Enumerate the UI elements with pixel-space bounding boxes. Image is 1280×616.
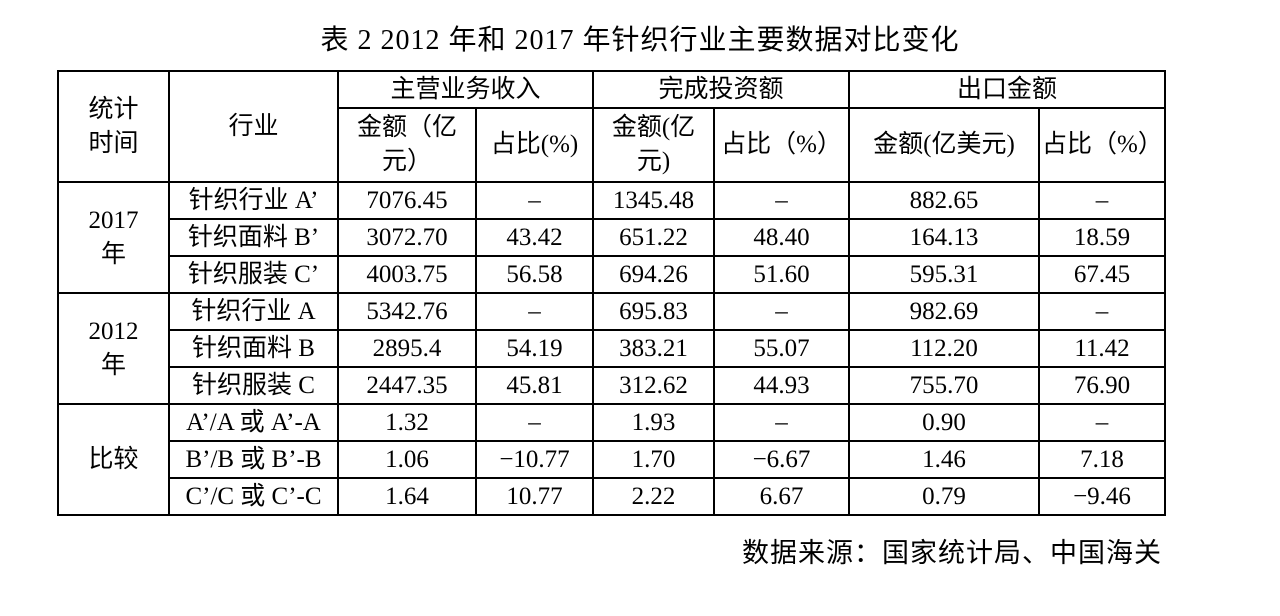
table-cell: 18.59 xyxy=(1038,218,1166,257)
table-cell: 2.22 xyxy=(592,477,715,516)
industry-cell: C’/C 或 C’-C xyxy=(168,477,339,516)
data-table: 统计 时间 行业 主营业务收入 完成投资额 出口金额 金额（亿 元） 占比(%)… xyxy=(57,70,1166,516)
table-cell: 1.46 xyxy=(848,440,1040,479)
table-cell: 755.70 xyxy=(848,366,1040,405)
table-row: C’/C 或 C’-C 1.64 10.77 2.22 6.67 0.79 −9… xyxy=(58,477,1166,516)
header-industry: 行业 xyxy=(168,70,339,183)
table-cell: 45.81 xyxy=(475,366,594,405)
table-cell: 694.26 xyxy=(592,255,715,294)
table-title: 表 2 2012 年和 2017 年针织行业主要数据对比变化 xyxy=(320,25,960,56)
table-cell: 67.45 xyxy=(1038,255,1166,294)
industry-cell: 针织行业 A’ xyxy=(168,181,339,220)
industry-cell: A’/A 或 A’-A xyxy=(168,403,339,442)
table-cell: −10.77 xyxy=(475,440,594,479)
period-cell-2012: 2012 年 xyxy=(57,292,170,405)
table-cell: 0.90 xyxy=(848,403,1040,442)
table-cell: – xyxy=(475,403,594,442)
header-revenue-share: 占比(%) xyxy=(475,107,594,183)
table-cell: – xyxy=(1038,292,1166,331)
table-cell: 76.90 xyxy=(1038,366,1166,405)
table-cell: 7076.45 xyxy=(337,181,477,220)
table-cell: 882.65 xyxy=(848,181,1040,220)
table-cell: 595.31 xyxy=(848,255,1040,294)
header-export-amount: 金额(亿美元) xyxy=(848,107,1040,183)
table-cell: −6.67 xyxy=(713,440,850,479)
table-cell: 56.58 xyxy=(475,255,594,294)
table-cell: 43.42 xyxy=(475,218,594,257)
table-row: 针织服装 C’ 4003.75 56.58 694.26 51.60 595.3… xyxy=(58,255,1166,294)
table-cell: 55.07 xyxy=(713,329,850,368)
industry-cell: 针织服装 C’ xyxy=(168,255,339,294)
table-cell: 312.62 xyxy=(592,366,715,405)
industry-cell: 针织面料 B’ xyxy=(168,218,339,257)
industry-cell: 针织面料 B xyxy=(168,329,339,368)
header-group-export: 出口金额 xyxy=(848,70,1166,109)
table-cell: – xyxy=(713,181,850,220)
table-cell: 695.83 xyxy=(592,292,715,331)
header-export-share: 占比（%） xyxy=(1038,107,1166,183)
table-cell: 3072.70 xyxy=(337,218,477,257)
table-cell: 383.21 xyxy=(592,329,715,368)
table-row: 针织面料 B’ 3072.70 43.42 651.22 48.40 164.1… xyxy=(58,218,1166,257)
table-cell: 4003.75 xyxy=(337,255,477,294)
table-cell: 1.93 xyxy=(592,403,715,442)
industry-cell: 针织服装 C xyxy=(168,366,339,405)
table-cell: 1.06 xyxy=(337,440,477,479)
table-cell: 5342.76 xyxy=(337,292,477,331)
table-cell: 10.77 xyxy=(475,477,594,516)
table-cell: 982.69 xyxy=(848,292,1040,331)
table-row: 比较 A’/A 或 A’-A 1.32 – 1.93 – 0.90 – xyxy=(57,403,1166,516)
table-cell: 1345.48 xyxy=(592,181,715,220)
table-cell: 1.32 xyxy=(337,403,477,442)
table-cell: – xyxy=(475,292,594,331)
industry-cell: 针织行业 A xyxy=(168,292,339,331)
table-cell: 54.19 xyxy=(475,329,594,368)
header-investment-share: 占比（%） xyxy=(713,107,850,183)
table-cell: 44.93 xyxy=(713,366,850,405)
header-revenue-amount: 金额（亿 元） xyxy=(337,107,477,183)
table-cell: – xyxy=(713,292,850,331)
table-cell: 1.70 xyxy=(592,440,715,479)
table-cell: – xyxy=(1038,403,1166,442)
table-cell: 0.79 xyxy=(848,477,1040,516)
header-group-investment: 完成投资额 xyxy=(592,70,850,109)
table-cell: – xyxy=(713,403,850,442)
table-cell: 1.64 xyxy=(337,477,477,516)
data-source: 数据来源：国家统计局、中国海关 xyxy=(742,538,1162,568)
table-row: 2017 年 针织行业 A’ 7076.45 – 1345.48 – 882.6… xyxy=(57,181,1166,294)
table-cell: – xyxy=(1038,181,1166,220)
period-cell-2017: 2017 年 xyxy=(57,181,170,294)
table-cell: 2447.35 xyxy=(337,366,477,405)
table-cell: 48.40 xyxy=(713,218,850,257)
header-time: 统计 时间 xyxy=(57,70,170,183)
table-cell: – xyxy=(475,181,594,220)
table-cell: 164.13 xyxy=(848,218,1040,257)
table-cell: −9.46 xyxy=(1038,477,1166,516)
table-cell: 2895.4 xyxy=(337,329,477,368)
table-row: 针织面料 B 2895.4 54.19 383.21 55.07 112.20 … xyxy=(58,329,1166,368)
table-cell: 112.20 xyxy=(848,329,1040,368)
table-row: 2012 年 针织行业 A 5342.76 – 695.83 – 982.69 … xyxy=(57,292,1166,405)
table-cell: 51.60 xyxy=(713,255,850,294)
table-cell: 651.22 xyxy=(592,218,715,257)
industry-cell: B’/B 或 B’-B xyxy=(168,440,339,479)
table-row: 针织服装 C 2447.35 45.81 312.62 44.93 755.70… xyxy=(58,366,1166,405)
header-group-revenue: 主营业务收入 xyxy=(337,70,594,109)
table-cell: 7.18 xyxy=(1038,440,1166,479)
table-cell: 11.42 xyxy=(1038,329,1166,368)
table-cell: 6.67 xyxy=(713,477,850,516)
period-cell-compare: 比较 xyxy=(57,403,170,516)
header-investment-amount: 金额(亿 元) xyxy=(592,107,715,183)
table-row: B’/B 或 B’-B 1.06 −10.77 1.70 −6.67 1.46 … xyxy=(58,440,1166,479)
